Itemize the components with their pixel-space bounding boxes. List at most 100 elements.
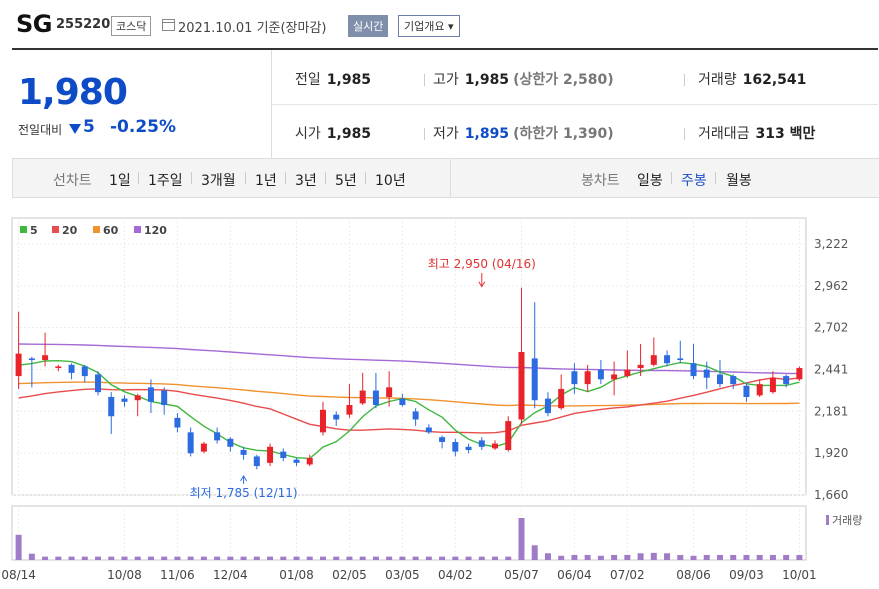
tab-monthly[interactable]: 월봉 [726,173,752,189]
candle-body [280,451,287,459]
tab-1d[interactable]: 1일 [109,173,131,189]
x-tick-label: 11/06 [160,568,195,582]
candle-body [796,368,803,380]
volume-bar [134,556,141,560]
candle [319,401,326,436]
volume-bar [769,554,776,560]
volume-bar [372,556,379,560]
candle [333,411,340,426]
high-annotation: 최고 2,950 (04/16) [428,257,536,271]
volume-bar [703,554,710,560]
legend-label: 5 [30,224,38,237]
tab-1y[interactable]: 1년 [255,173,277,189]
candle [399,393,406,407]
volume-bar [425,556,432,560]
candle [677,340,684,364]
candle [95,371,102,396]
calendar-icon [162,19,175,31]
volume-bar [306,556,313,560]
candle [227,437,234,452]
tab-5y[interactable]: 5년 [335,173,357,189]
candle [386,371,393,407]
candle [28,356,35,388]
amount-value: 313 백만 [755,126,816,142]
candle-body [425,427,432,433]
candle-body [15,353,22,377]
candle [756,379,763,397]
candle-body [346,405,353,415]
volume-bar [214,556,221,560]
candle [571,363,578,394]
tab-weekly[interactable]: 주봉 [681,173,707,189]
corp-info-dropdown[interactable]: 기업개요 ▾ [398,15,460,37]
candle [15,311,22,389]
volume-bar [650,552,657,560]
candle [174,413,181,433]
tab-3y[interactable]: 3년 [295,173,317,189]
volume-bar [121,556,128,560]
candle-body [81,366,88,377]
divider [424,74,425,86]
volume-bar [584,554,591,560]
candle-body [558,388,565,409]
candle-body [716,374,723,385]
market-badge: 코스닥 [111,16,152,36]
candle-body [478,440,485,447]
candle-body [108,396,115,417]
stock-code: 255220 [56,17,111,32]
divider [138,172,139,184]
candle [240,446,247,460]
low-label: 저가 [433,126,459,142]
tab-10y[interactable]: 10년 [375,173,406,189]
prev-close-value: 1,985 [326,72,372,88]
ma5-line [18,359,800,460]
candle [412,408,419,426]
tab-3m[interactable]: 3개월 [201,173,236,189]
candle-body [214,432,221,441]
candle [716,360,723,388]
upper-limit: (상한가 2,580) [513,72,614,88]
volume-bar [55,556,62,560]
x-tick-label: 12/04 [213,568,248,582]
candle [55,364,62,372]
candle [346,384,353,418]
volume-bar [716,554,723,560]
x-tick-label: 02/05 [332,568,367,582]
volume-bar [611,554,618,560]
x-tick-label: 05/07 [504,568,539,582]
high-arrow-head [478,281,486,288]
legend-label: 120 [144,224,167,237]
volume-bar [505,556,512,560]
candle-body [68,364,75,373]
high-label: 고가 [433,72,459,88]
candle-body [386,387,393,397]
volume-bar [571,554,578,560]
change-label: 전일대비 [18,123,63,137]
volume-bar [68,556,75,560]
low-value: 1,895 [464,126,510,142]
stock-header: SG 255220 코스닥 2021.10.01 기준(장마감) 실시간 기업개… [0,0,879,46]
volume-value: 162,541 [742,72,807,88]
legend-swatch [52,226,59,233]
volume-bar [42,556,49,560]
legend-swatch [134,226,141,233]
tab-daily[interactable]: 일봉 [637,173,663,189]
candle [492,440,499,451]
candle [134,393,141,417]
chart-tabs: 선차트 1일 1주일 3개월 1년 3년 5년 10년 봉차트 일봉 주봉 월봉 [12,158,879,198]
volume-bar [95,556,102,560]
candle [452,438,459,457]
candle-body [730,376,737,385]
divider [365,172,366,184]
realtime-button[interactable]: 실시간 [348,15,389,37]
y-tick-label: 1,920 [814,446,848,460]
y-tick-label: 1,660 [814,488,848,502]
volume-bar [240,556,247,560]
volume-bar [743,554,750,560]
candle-body [121,398,128,402]
volume-bar [558,555,565,560]
volume-bar [664,553,671,560]
volume-bar [796,554,803,560]
candle [293,458,300,467]
tab-1w[interactable]: 1주일 [148,173,183,189]
